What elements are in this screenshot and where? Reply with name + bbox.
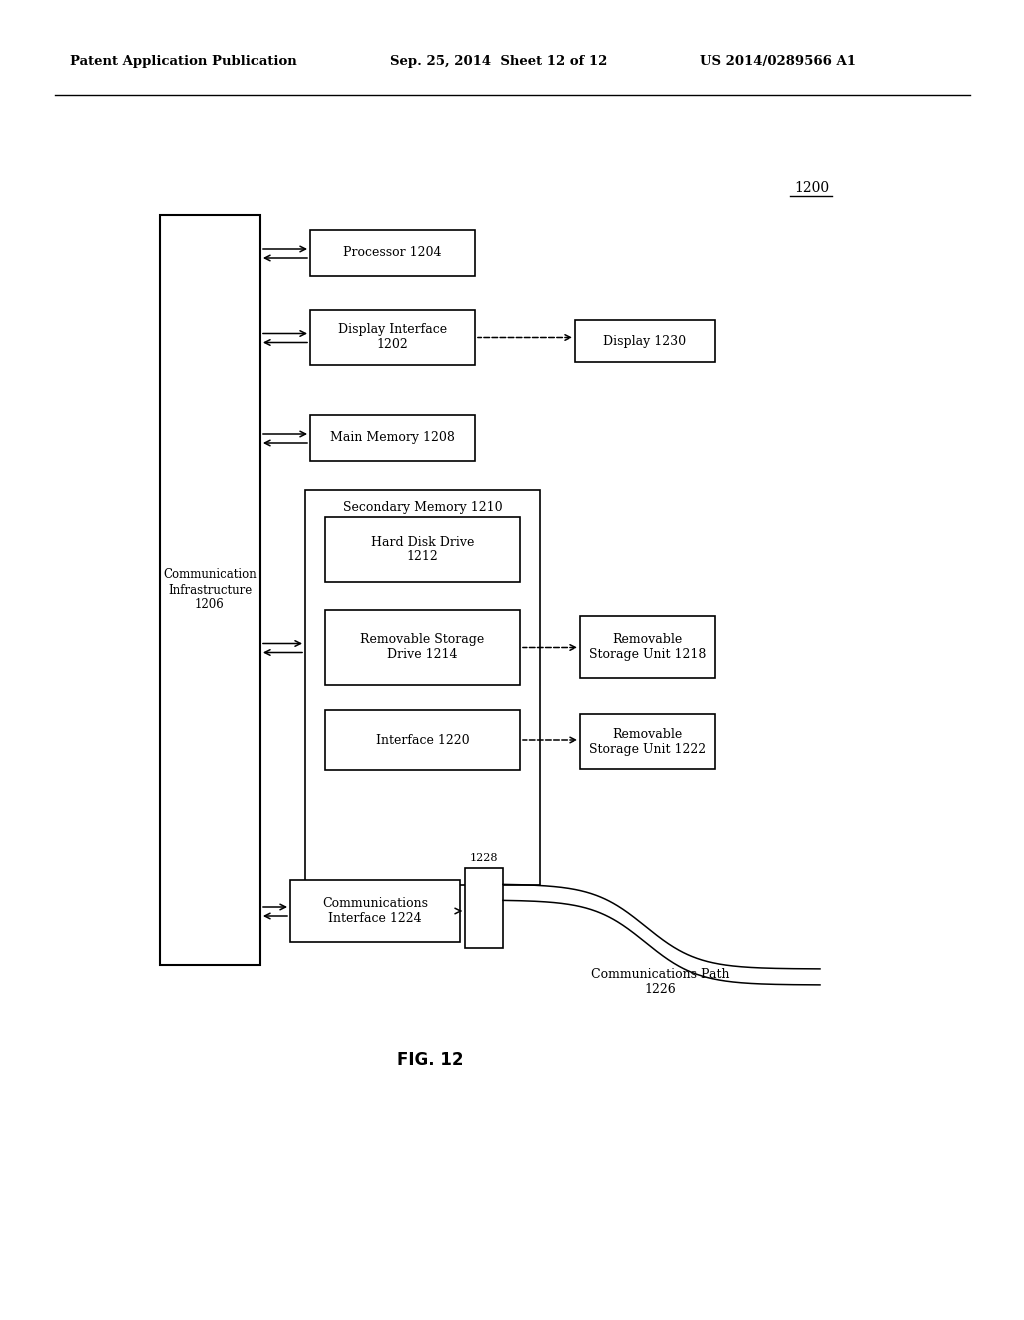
Text: Display 1230: Display 1230: [603, 334, 686, 347]
Bar: [290, 880, 460, 942]
Text: Removable
Storage Unit 1222: Removable Storage Unit 1222: [589, 727, 707, 755]
Bar: [310, 310, 475, 366]
Bar: [575, 319, 715, 362]
Bar: [310, 230, 475, 276]
Bar: [160, 215, 260, 965]
Text: Secondary Memory 1210: Secondary Memory 1210: [343, 502, 503, 515]
Text: FIG. 12: FIG. 12: [396, 1051, 463, 1069]
Text: Communications
Interface 1224: Communications Interface 1224: [322, 898, 428, 925]
Text: Communication
Infrastructure
1206: Communication Infrastructure 1206: [163, 569, 257, 611]
Bar: [305, 490, 540, 884]
Text: Removable Storage
Drive 1214: Removable Storage Drive 1214: [360, 634, 484, 661]
Text: Display Interface
1202: Display Interface 1202: [338, 323, 447, 351]
Text: 1200: 1200: [794, 181, 829, 195]
Text: Interface 1220: Interface 1220: [376, 734, 469, 747]
Bar: [325, 710, 520, 770]
Bar: [325, 610, 520, 685]
Bar: [325, 517, 520, 582]
Text: Sep. 25, 2014  Sheet 12 of 12: Sep. 25, 2014 Sheet 12 of 12: [390, 55, 607, 69]
Text: Processor 1204: Processor 1204: [343, 247, 441, 260]
Text: US 2014/0289566 A1: US 2014/0289566 A1: [700, 55, 856, 69]
Text: 1228: 1228: [470, 853, 499, 863]
Text: Removable
Storage Unit 1218: Removable Storage Unit 1218: [589, 634, 707, 661]
Bar: [310, 414, 475, 461]
Text: Hard Disk Drive
1212: Hard Disk Drive 1212: [371, 536, 474, 564]
Text: Main Memory 1208: Main Memory 1208: [330, 432, 455, 445]
Text: Communications Path
1226: Communications Path 1226: [591, 968, 729, 997]
Bar: [580, 714, 715, 770]
Bar: [465, 869, 503, 948]
Bar: [580, 616, 715, 678]
Text: Patent Application Publication: Patent Application Publication: [70, 55, 297, 69]
